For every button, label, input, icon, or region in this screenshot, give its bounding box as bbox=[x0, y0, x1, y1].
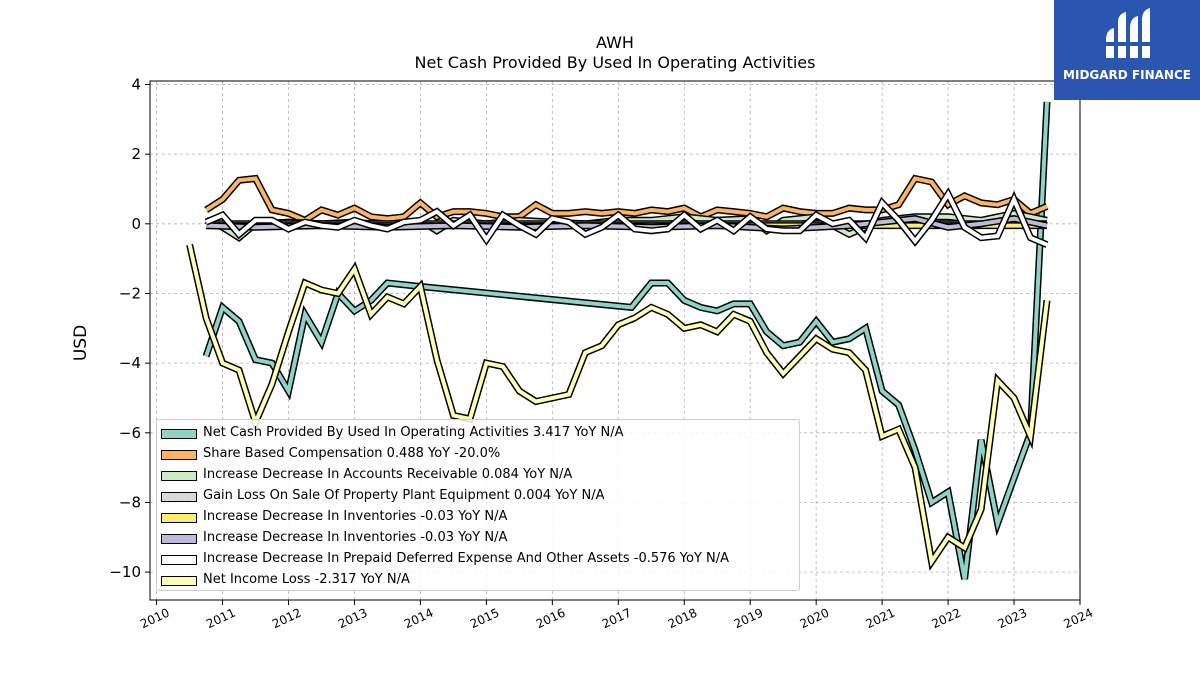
legend-label: Increase Decrease In Prepaid Deferred Ex… bbox=[203, 551, 730, 566]
x-tick-label: 2013 bbox=[336, 606, 370, 632]
y-axis-label: USD bbox=[71, 325, 91, 361]
legend-swatch bbox=[161, 534, 197, 544]
x-tick-label: 2021 bbox=[864, 606, 898, 632]
x-tick-label: 2014 bbox=[402, 606, 436, 632]
x-tick-label: 2020 bbox=[798, 606, 832, 632]
series-line-1 bbox=[205, 176, 1048, 223]
legend: Net Cash Provided By Used In Operating A… bbox=[156, 419, 800, 591]
watermark-logo: MIDGARD FINANCE bbox=[1054, 0, 1200, 100]
x-tick-label: 2017 bbox=[600, 606, 634, 632]
legend-swatch bbox=[161, 555, 197, 565]
x-tick-label: 2024 bbox=[1062, 606, 1096, 632]
series-line-0 bbox=[204, 101, 1049, 580]
legend-label: Net Cash Provided By Used In Operating A… bbox=[203, 425, 624, 440]
watermark-text: MIDGARD FINANCE bbox=[1063, 68, 1191, 82]
legend-label: Increase Decrease In Inventories -0.03 Y… bbox=[203, 509, 508, 524]
x-tick-label: 2011 bbox=[204, 606, 238, 632]
x-tick-label: 2018 bbox=[666, 606, 700, 632]
legend-label: Net Income Loss -2.317 YoY N/A bbox=[203, 572, 410, 587]
x-tick-label: 2022 bbox=[930, 606, 964, 632]
y-tick-label: 4 bbox=[131, 75, 141, 93]
series-line-6 bbox=[205, 190, 1048, 247]
y-tick-label: −4 bbox=[119, 354, 141, 372]
chart-subtitle: Net Cash Provided By Used In Operating A… bbox=[415, 53, 816, 72]
x-axis: 2010 2011 2012 2013 2014 2015 2016 2017 2018 2019… bbox=[138, 600, 1095, 631]
legend-label: Share Based Compensation 0.488 YoY -20.0… bbox=[203, 446, 501, 461]
y-tick-label: −2 bbox=[119, 284, 141, 302]
legend-swatch bbox=[161, 471, 197, 481]
legend-label: Gain Loss On Sale Of Property Plant Equi… bbox=[203, 488, 605, 503]
x-tick-label: 2019 bbox=[732, 606, 766, 632]
y-axis: 4 2 0 −2 −4 −6 −8 −10 bbox=[109, 75, 150, 581]
y-tick-label: 0 bbox=[131, 215, 141, 233]
x-tick-label: 2023 bbox=[996, 606, 1030, 632]
y-tick-label: −8 bbox=[119, 493, 141, 511]
midgard-logo-icon bbox=[1104, 8, 1152, 58]
x-tick-label: 2012 bbox=[270, 606, 304, 632]
y-tick-label: 2 bbox=[131, 145, 141, 163]
y-tick-label: −10 bbox=[109, 563, 141, 581]
x-tick-label: 2015 bbox=[468, 606, 502, 632]
legend-swatch bbox=[161, 492, 197, 502]
x-tick-label: 2010 bbox=[138, 606, 172, 632]
x-tick-label: 2016 bbox=[534, 606, 568, 632]
legend-label: Increase Decrease In Inventories -0.03 Y… bbox=[203, 530, 508, 545]
legend-swatch bbox=[161, 576, 197, 586]
series-layer bbox=[186, 101, 1051, 580]
legend-swatch bbox=[161, 450, 197, 460]
series-line-7 bbox=[187, 244, 1049, 567]
legend-swatch bbox=[161, 429, 197, 439]
plot-frame bbox=[149, 80, 1081, 601]
legend-swatch bbox=[161, 513, 197, 523]
y-tick-label: −6 bbox=[119, 424, 141, 442]
chart-title: AWH bbox=[596, 33, 634, 52]
legend-label: Increase Decrease In Accounts Receivable… bbox=[203, 467, 573, 482]
